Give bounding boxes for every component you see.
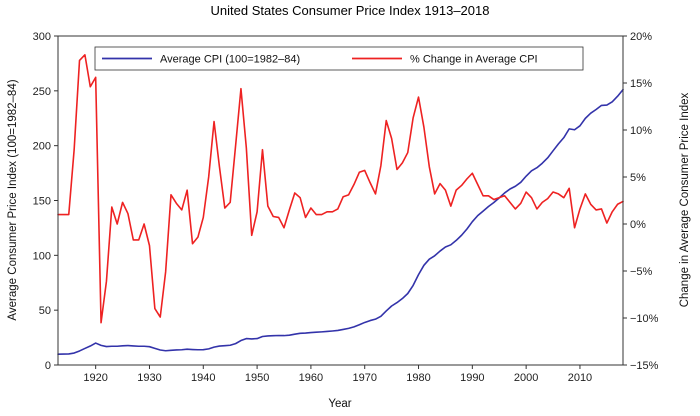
x-tick-label: 1990 — [460, 372, 484, 384]
x-tick-label: 1940 — [191, 372, 215, 384]
legend-box — [94, 46, 584, 71]
left-tick-label: 50 — [39, 305, 51, 317]
chart-title: United States Consumer Price Index 1913–… — [211, 3, 490, 18]
right-tick-label: 20% — [630, 31, 652, 43]
x-tick-label: 1950 — [245, 372, 269, 384]
x-axis: 1920 1930 1940 1950 1960 1970 1980 1990 2000 2010 — [83, 365, 592, 384]
plot-area-frame — [57, 35, 624, 366]
legend: Average CPI (100=1982–84) % Change in Av… — [94, 46, 584, 71]
right-tick-label: −5% — [630, 266, 653, 278]
left-tick-label: 300 — [33, 31, 51, 43]
right-tick-label: −15% — [630, 360, 659, 372]
x-axis-title: Year — [328, 398, 351, 410]
right-tick-label: −10% — [630, 313, 659, 325]
left-y-axis-title: Average Consumer Price Index (100=1982–8… — [7, 79, 19, 320]
series-line-pct-change — [57, 53, 624, 324]
x-tick-label: 2010 — [568, 372, 592, 384]
right-y-axis-title: Change in Average Consumer Price Index — [679, 92, 691, 307]
legend-label-pct-change: % Change in Average CPI — [410, 54, 538, 66]
right-y-axis: −15% −10% −5% 0% 5% 10% 15% 20% — [623, 31, 659, 372]
right-tick-label: 5% — [630, 172, 646, 184]
right-tick-label: 15% — [630, 78, 652, 90]
x-tick-label: 1930 — [137, 372, 161, 384]
left-y-axis: 0 50 100 150 200 250 300 — [33, 31, 58, 372]
left-tick-label: 100 — [33, 250, 51, 262]
left-tick-label: 150 — [33, 196, 51, 208]
right-tick-label: 0% — [630, 219, 646, 231]
series-line-cpi — [57, 88, 624, 355]
x-tick-label: 1980 — [406, 372, 430, 384]
left-tick-label: 200 — [33, 141, 51, 153]
left-tick-label: 250 — [33, 86, 51, 98]
legend-label-cpi: Average CPI (100=1982–84) — [160, 54, 300, 66]
x-tick-label: 1970 — [352, 372, 376, 384]
x-tick-label: 1960 — [299, 372, 323, 384]
right-tick-label: 10% — [630, 125, 652, 137]
x-tick-label: 2000 — [514, 372, 538, 384]
left-tick-label: 0 — [45, 360, 51, 372]
x-tick-label: 1920 — [83, 372, 107, 384]
